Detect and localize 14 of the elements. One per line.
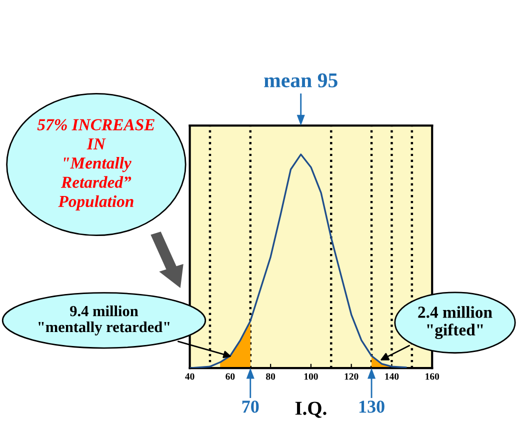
annotation: 2.4 million "gifted" bbox=[418, 306, 492, 340]
x-tick-label: 60 bbox=[226, 373, 235, 380]
text: 130 bbox=[359, 400, 384, 413]
text: mean 95 bbox=[264, 73, 338, 88]
x-tick-label: 80 bbox=[266, 373, 276, 380]
x-tick-label: 40 bbox=[185, 373, 194, 380]
x-tick-label: 140 bbox=[385, 373, 399, 380]
x-tick-label: 100 bbox=[304, 373, 318, 380]
text: 70 bbox=[242, 400, 259, 413]
text: 57% INCREASE IN "Mentally Retarded” Population bbox=[37, 119, 154, 210]
x-tick-label: 120 bbox=[344, 373, 358, 380]
x-tick-label: 160 bbox=[426, 373, 440, 380]
x-axis-title: I.Q. bbox=[295, 402, 326, 418]
annotation: 9.4 million "mentally retarded" bbox=[38, 305, 170, 336]
